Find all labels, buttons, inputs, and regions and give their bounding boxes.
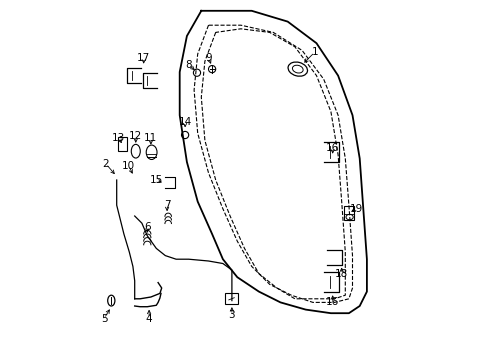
Text: 12: 12: [129, 131, 142, 141]
Text: 17: 17: [137, 53, 150, 63]
Text: 14: 14: [178, 117, 191, 127]
Text: 10: 10: [122, 161, 135, 171]
Text: 11: 11: [144, 132, 157, 143]
Text: 19: 19: [349, 204, 362, 214]
Text: 7: 7: [163, 200, 170, 210]
Text: 1: 1: [311, 47, 317, 57]
Text: 16: 16: [325, 297, 339, 307]
Text: 15: 15: [149, 175, 163, 185]
Text: 18: 18: [334, 269, 347, 279]
Text: 6: 6: [143, 222, 150, 232]
Text: 13: 13: [112, 132, 125, 143]
Bar: [343, 206, 354, 220]
Text: 3: 3: [228, 310, 235, 320]
Bar: [118, 137, 126, 151]
Text: 16: 16: [325, 143, 339, 153]
Bar: [224, 293, 238, 304]
Text: 4: 4: [145, 314, 152, 324]
Text: 5: 5: [101, 314, 107, 324]
Text: 8: 8: [185, 60, 192, 70]
Text: 9: 9: [205, 53, 211, 63]
Text: 2: 2: [102, 159, 109, 169]
